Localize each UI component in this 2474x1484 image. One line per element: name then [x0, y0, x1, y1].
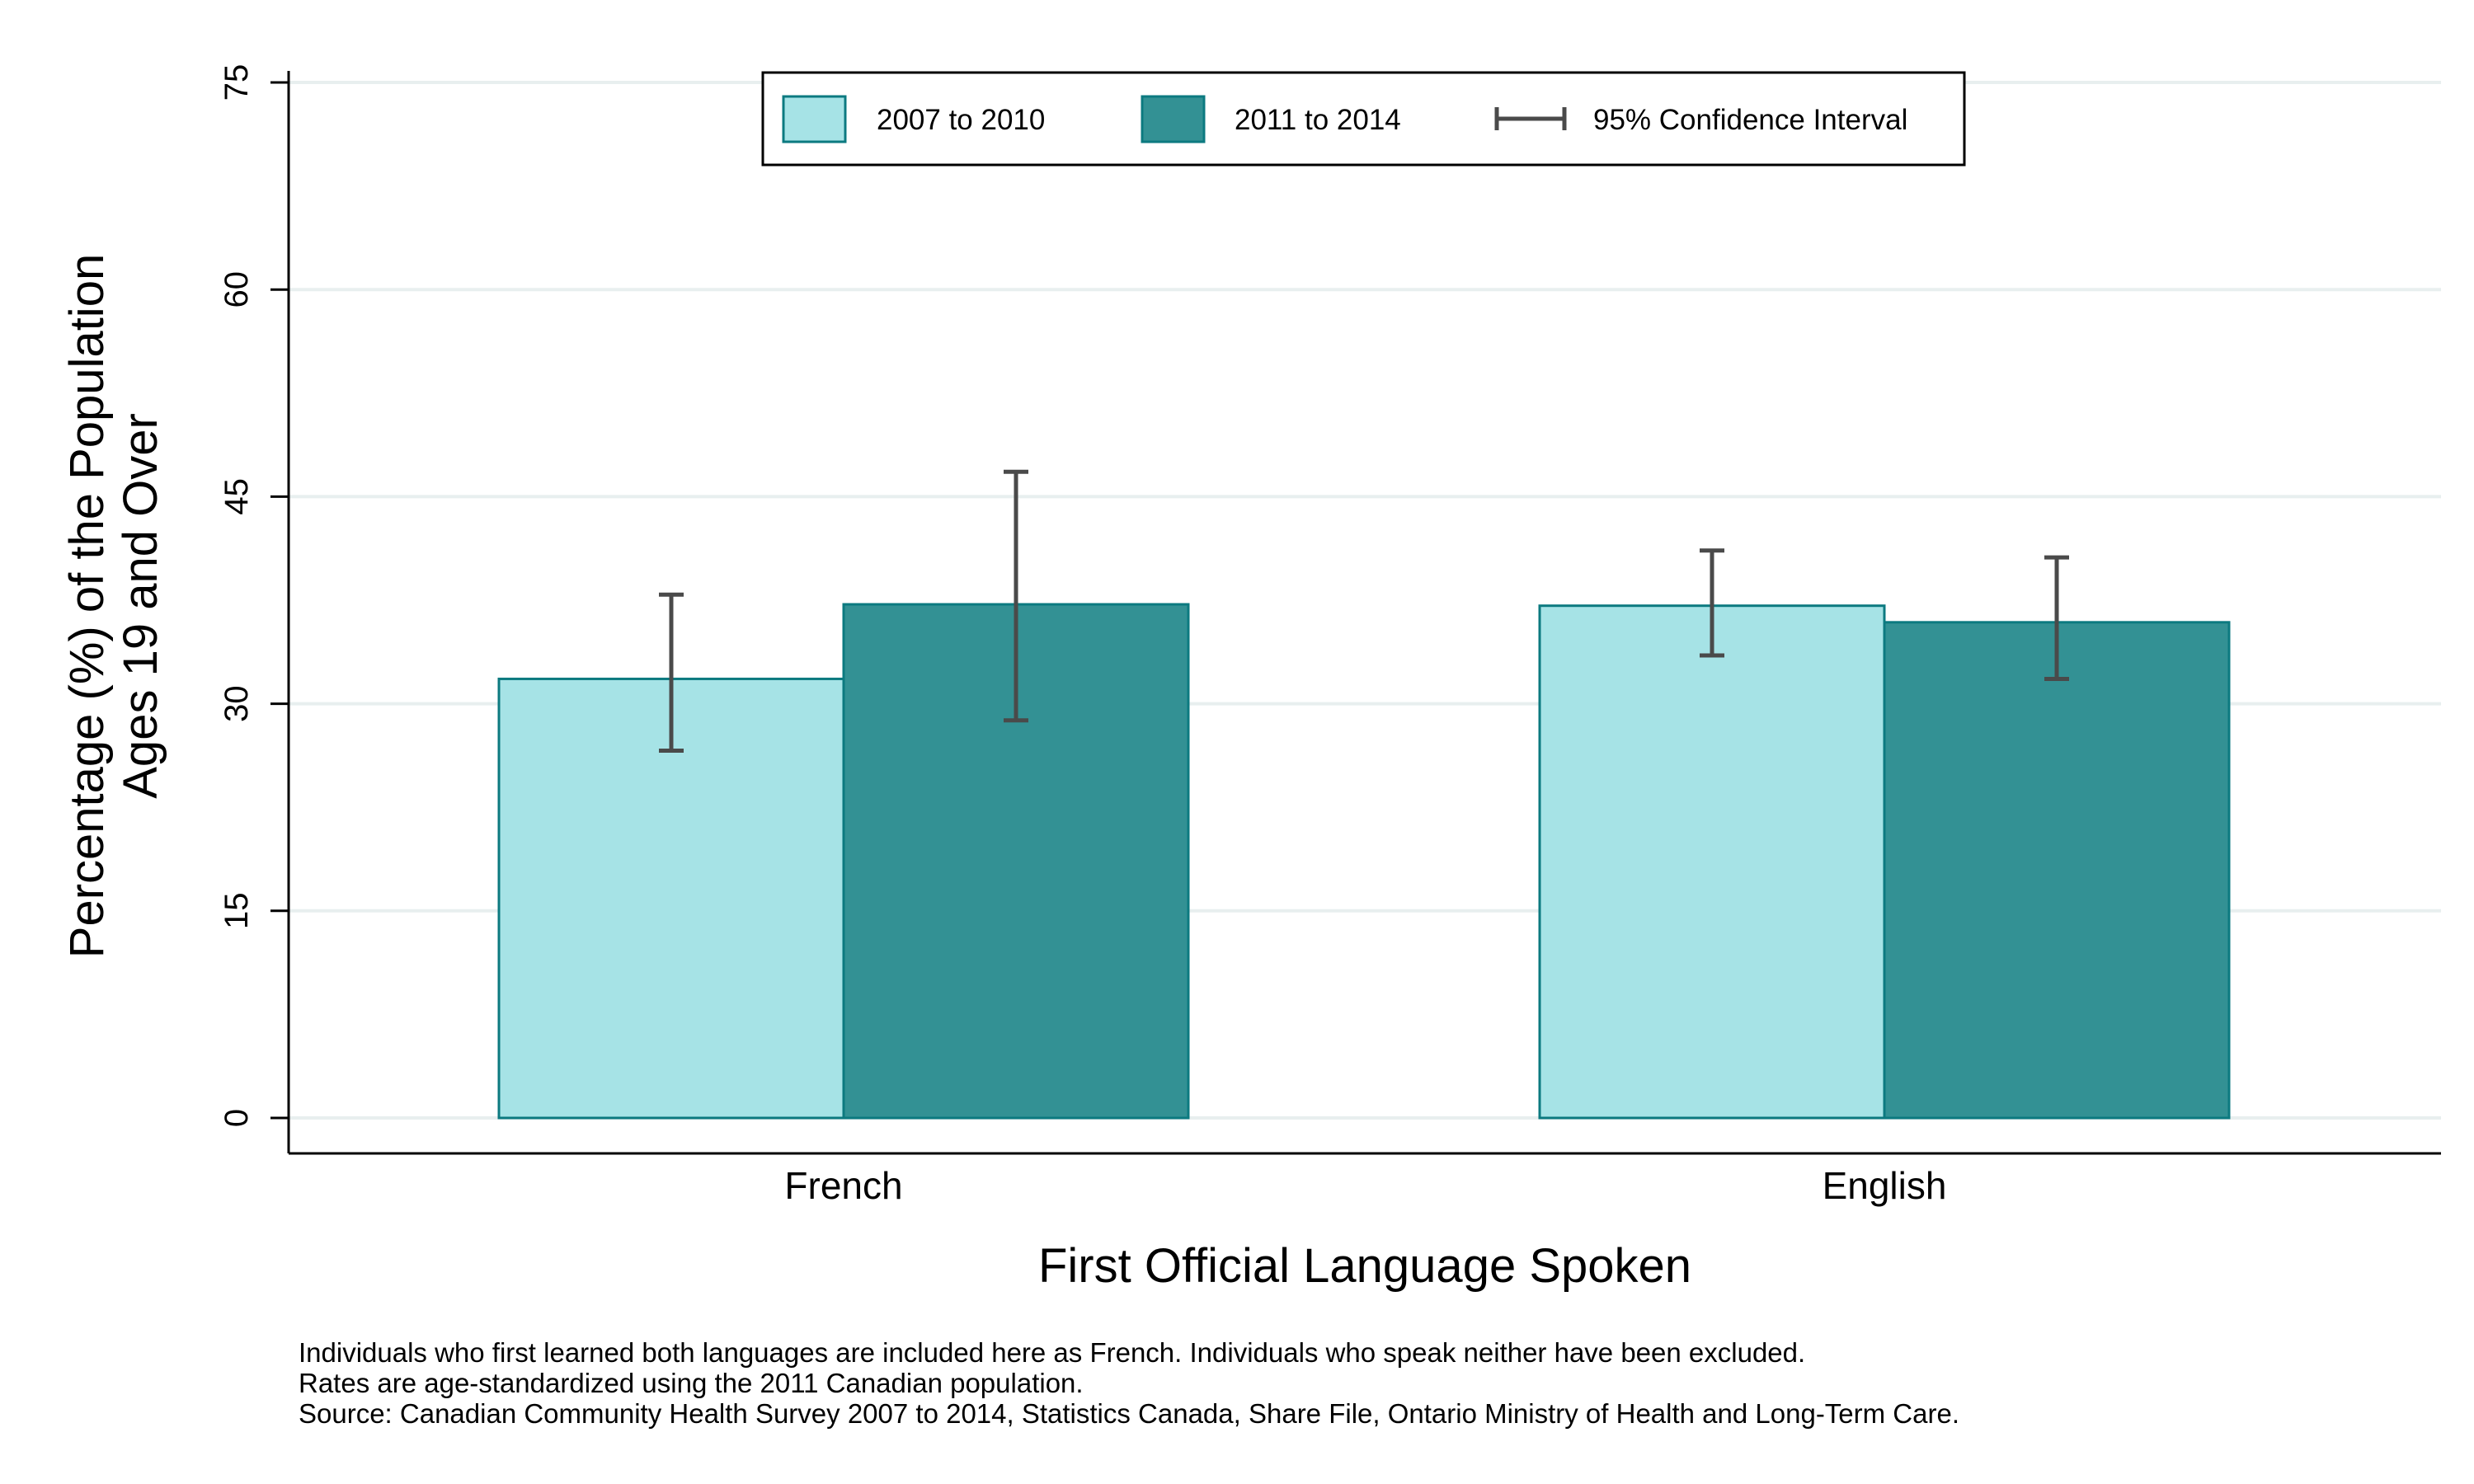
y-tick-label-45: 45 [219, 478, 255, 515]
footnote-line-3: Source: Canadian Community Health Survey… [299, 1398, 1959, 1429]
y-axis-title-line2: Ages 19 and Over [114, 413, 167, 799]
bar-english-series2 [1883, 621, 2231, 1120]
error-bar-english-series2 [2044, 555, 2069, 681]
error-bars [659, 469, 2069, 754]
confidence-interval-legend-icon [1494, 107, 1567, 130]
error-bar-english-series1 [1700, 548, 1724, 658]
y-tick-label-75: 75 [219, 64, 255, 101]
y-tick-label-30: 30 [219, 685, 255, 722]
x-category-label-english: English [1823, 1164, 1947, 1207]
x-category-labels: French English [784, 1164, 1946, 1207]
legend-swatch-series1 [782, 95, 847, 143]
footnote-line-1: Individuals who first learned both langu… [299, 1337, 1805, 1368]
y-tick-label-0: 0 [219, 1109, 255, 1127]
legend-swatch-series2 [1141, 95, 1206, 143]
footnotes: Individuals who first learned both langu… [299, 1337, 1959, 1429]
bars [497, 603, 2231, 1120]
footnote-line-2: Rates are age-standardized using the 201… [299, 1368, 1084, 1398]
y-axis-title-line1: Percentage (%) of the Population [60, 254, 114, 958]
x-axis-title: First Official Language Spoken [1038, 1239, 1691, 1293]
y-tick-label-15: 15 [219, 893, 255, 930]
bar-english-series1 [1538, 604, 1886, 1120]
error-bar-french-series1 [659, 592, 684, 754]
y-tick-label-60: 60 [219, 271, 255, 308]
x-category-label-french: French [784, 1164, 902, 1207]
legend: 2007 to 2010 2011 to 2014 95% Confidence… [761, 71, 1966, 167]
y-ticks: 0 15 30 45 60 75 [219, 64, 289, 1127]
legend-label-confidence-interval: 95% Confidence Interval [1593, 104, 1907, 136]
legend-label-series2: 2011 to 2014 [1235, 104, 1401, 136]
error-bar-french-series2 [1004, 469, 1028, 723]
legend-box [761, 71, 1966, 167]
legend-label-series1: 2007 to 2010 [877, 104, 1045, 136]
